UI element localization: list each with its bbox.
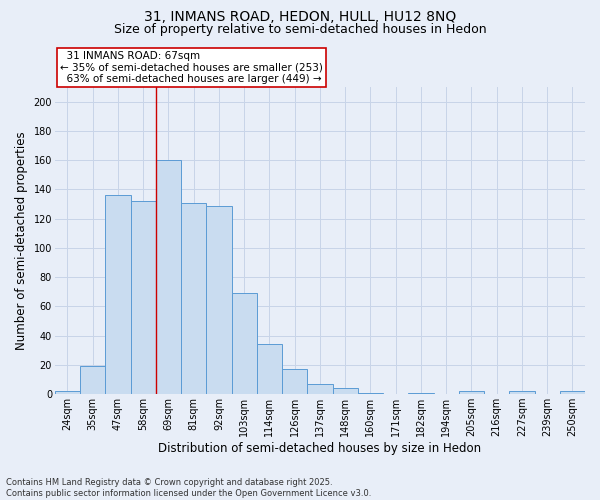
Bar xyxy=(332,388,358,394)
Text: Size of property relative to semi-detached houses in Hedon: Size of property relative to semi-detach… xyxy=(113,22,487,36)
X-axis label: Distribution of semi-detached houses by size in Hedon: Distribution of semi-detached houses by … xyxy=(158,442,481,455)
Y-axis label: Number of semi-detached properties: Number of semi-detached properties xyxy=(15,132,28,350)
Bar xyxy=(408,392,434,394)
Bar xyxy=(560,391,585,394)
Text: 31 INMANS ROAD: 67sqm
← 35% of semi-detached houses are smaller (253)
  63% of s: 31 INMANS ROAD: 67sqm ← 35% of semi-deta… xyxy=(60,51,323,84)
Bar xyxy=(206,206,232,394)
Bar xyxy=(307,384,332,394)
Bar xyxy=(131,201,156,394)
Bar xyxy=(181,202,206,394)
Bar xyxy=(55,391,80,394)
Bar xyxy=(106,196,131,394)
Bar xyxy=(80,366,106,394)
Text: Contains HM Land Registry data © Crown copyright and database right 2025.
Contai: Contains HM Land Registry data © Crown c… xyxy=(6,478,371,498)
Bar xyxy=(459,391,484,394)
Bar xyxy=(232,294,257,394)
Bar xyxy=(509,391,535,394)
Bar xyxy=(358,392,383,394)
Bar xyxy=(282,370,307,394)
Bar xyxy=(257,344,282,394)
Bar xyxy=(156,160,181,394)
Text: 31, INMANS ROAD, HEDON, HULL, HU12 8NQ: 31, INMANS ROAD, HEDON, HULL, HU12 8NQ xyxy=(144,10,456,24)
